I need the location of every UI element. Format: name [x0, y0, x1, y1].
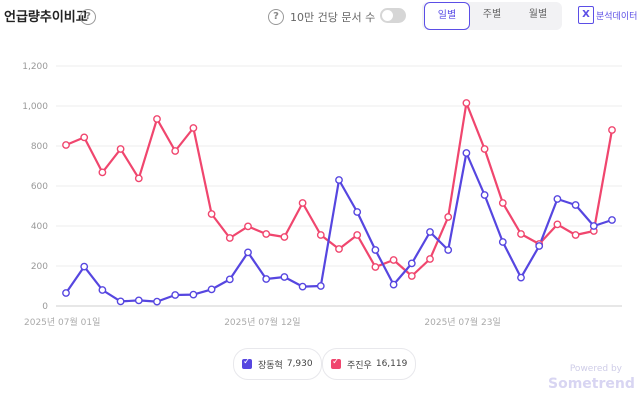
series-2-point — [571, 231, 580, 239]
series-line-1 — [65, 151, 613, 303]
series-1-point — [98, 286, 107, 294]
y-tick-label: 200 — [31, 262, 48, 272]
toggle-knob — [382, 10, 393, 21]
series-1-point — [571, 201, 580, 209]
series-1-point — [116, 297, 125, 306]
series-1-point — [589, 222, 598, 230]
excel-icon: X — [578, 6, 594, 24]
series-2-point — [298, 199, 307, 207]
series-1-point — [480, 191, 489, 199]
checkbox-icon — [331, 357, 341, 369]
series-1-point — [316, 282, 325, 290]
series-2-point — [116, 145, 125, 153]
series-1-point — [80, 262, 89, 271]
period-selector: 일별 주별 월별 — [422, 2, 562, 30]
tab-weekly[interactable]: 주별 — [482, 9, 502, 20]
series-2-point — [480, 145, 489, 153]
series-2-point — [62, 141, 70, 149]
series-2-point — [98, 168, 107, 177]
series-1-point — [444, 246, 453, 254]
tab-daily[interactable]: 일별 — [424, 2, 470, 30]
x-tick-label: 2025년 07월 12일 — [224, 316, 300, 328]
series-2-point — [444, 213, 453, 221]
series-1-point — [262, 275, 271, 283]
mention-trend-chart: 0 200 400 600 800 1,000 1,200 2025년 07월 01일 2025… — [22, 62, 622, 328]
series-2-point — [316, 231, 325, 239]
series-1-point — [407, 259, 416, 268]
page-title: 언급량추이비교 — [4, 10, 88, 25]
series-1-point — [353, 208, 362, 216]
brand-logo: Sometrend — [548, 376, 635, 392]
legend-series1-total: 7,930 — [286, 359, 313, 369]
series-2-point — [389, 256, 398, 264]
series-2-point — [426, 255, 434, 263]
legend-series2-total: 16,119 — [375, 359, 408, 369]
series-2-point — [608, 126, 616, 134]
series-1-point — [426, 228, 434, 236]
series-1-point — [371, 246, 380, 254]
per-100k-toggle[interactable] — [380, 8, 406, 23]
export-label: 분석데이터 — [596, 11, 638, 22]
checkbox-icon — [242, 357, 252, 369]
series-1-point — [553, 195, 562, 203]
series-1-point — [153, 297, 161, 306]
series-1-point — [280, 273, 289, 281]
powered-by-text: Powered by — [569, 364, 622, 374]
series-1-point — [608, 216, 616, 224]
legend-item-series1[interactable]: 장동혁 7,930 — [233, 348, 322, 380]
export-data-button[interactable]: X 분석데이터 — [578, 6, 637, 24]
series-1-point — [171, 291, 180, 299]
series-2-point — [134, 174, 143, 183]
toggle-help-icon[interactable]: ? — [268, 9, 284, 25]
y-tick-label: 0 — [42, 302, 48, 312]
series-2-point — [498, 199, 507, 207]
series-1-point — [244, 248, 252, 257]
x-tick-label: 2025년 07월 23일 — [424, 316, 500, 328]
series-2-point — [171, 147, 180, 155]
y-tick-label: 600 — [31, 182, 48, 192]
series-2-point — [153, 115, 161, 123]
series-1-point — [189, 290, 198, 299]
series-1-point — [517, 273, 525, 282]
series-1-point — [62, 289, 70, 297]
y-tick-label: 800 — [31, 142, 48, 152]
series-2-point — [407, 272, 416, 280]
series-1-point — [462, 149, 471, 157]
series-1-point — [389, 280, 398, 289]
series-2-point — [207, 210, 216, 218]
series-1-point — [207, 285, 216, 294]
y-tick-label: 400 — [31, 222, 48, 232]
series-2-point — [189, 124, 198, 132]
per-100k-toggle-label: 10만 건당 문서 수 — [290, 11, 376, 24]
series-2-point — [280, 233, 289, 241]
legend-series2-name: 주진우 — [347, 360, 372, 371]
series-2-point — [553, 220, 562, 229]
series-1-point — [134, 296, 143, 305]
help-icon[interactable]: ? — [80, 9, 96, 25]
series-2-point — [335, 245, 343, 253]
series-2-point — [244, 222, 252, 231]
legend-series1-name: 장동혁 — [258, 360, 283, 371]
series-2-point — [353, 231, 362, 239]
series-2-point — [80, 133, 89, 142]
series-2-point — [371, 263, 380, 271]
y-tick-label: 1,200 — [22, 62, 48, 72]
y-tick-label: 1,000 — [22, 102, 48, 112]
series-1-point — [335, 176, 343, 184]
series-2-point — [262, 230, 271, 238]
series-1-point — [298, 282, 307, 291]
tab-monthly[interactable]: 월별 — [528, 9, 548, 20]
series-1-point — [535, 242, 544, 250]
series-2-point — [225, 234, 234, 242]
series-1-point — [498, 238, 507, 246]
series-2-point — [462, 99, 471, 107]
legend-item-series2[interactable]: 주진우 16,119 — [322, 348, 417, 380]
x-tick-label: 2025년 07월 01일 — [24, 316, 100, 328]
series-1-point — [225, 275, 234, 284]
series-2-point — [517, 230, 525, 238]
